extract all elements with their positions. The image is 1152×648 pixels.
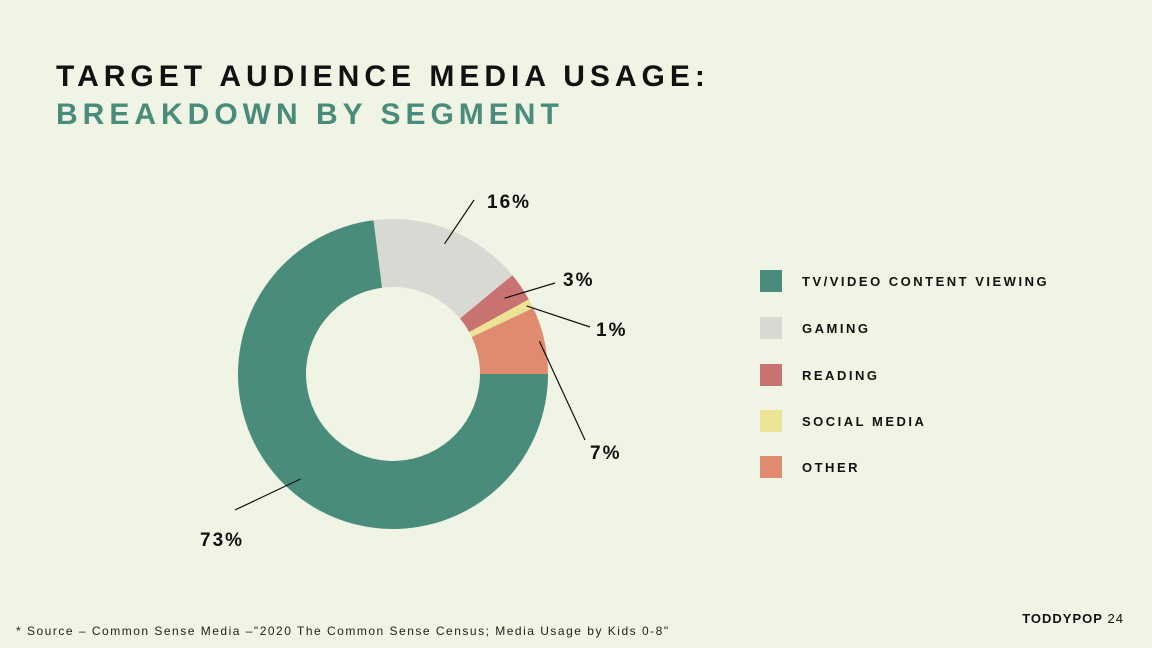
leader-gaming: [444, 199, 475, 245]
footer: TODDYPOP 24: [1022, 611, 1124, 626]
label-other: 7%: [590, 443, 621, 464]
label-social-media: 1%: [596, 320, 627, 341]
source-note: * Source – Common Sense Media –"2020 The…: [16, 624, 670, 638]
legend-label-gaming: GAMING: [802, 321, 871, 336]
leader-social-media: [526, 305, 591, 328]
legend-label-other: OTHER: [802, 460, 860, 475]
leader-tv-video: [234, 478, 301, 511]
legend-swatch-reading: [760, 364, 782, 386]
page-number: 24: [1107, 611, 1124, 626]
legend-label-tv-video: TV/VIDEO CONTENT VIEWING: [802, 274, 1050, 289]
page-title: TARGET AUDIENCE MEDIA USAGE:: [56, 60, 710, 93]
label-reading: 3%: [563, 270, 594, 291]
label-tv-video: 73%: [200, 530, 244, 551]
slice-other: [471, 308, 548, 374]
legend-swatch-tv-video: [760, 270, 782, 292]
legend-label-reading: READING: [802, 368, 880, 383]
leader-other: [538, 341, 586, 441]
label-gaming: 16%: [487, 192, 531, 213]
legend-swatch-social-media: [760, 410, 782, 432]
page-subtitle: BREAKDOWN BY SEGMENT: [56, 98, 564, 131]
brand-name: TODDYPOP: [1022, 611, 1103, 626]
slice-tv-video: [238, 220, 548, 529]
legend-swatch-gaming: [760, 317, 782, 339]
legend-label-social-media: SOCIAL MEDIA: [802, 414, 927, 429]
slice-gaming: [373, 218, 513, 319]
slice-social-media: [469, 299, 534, 337]
leader-reading: [504, 282, 556, 299]
slice-reading: [460, 275, 529, 333]
legend-swatch-other: [760, 456, 782, 478]
